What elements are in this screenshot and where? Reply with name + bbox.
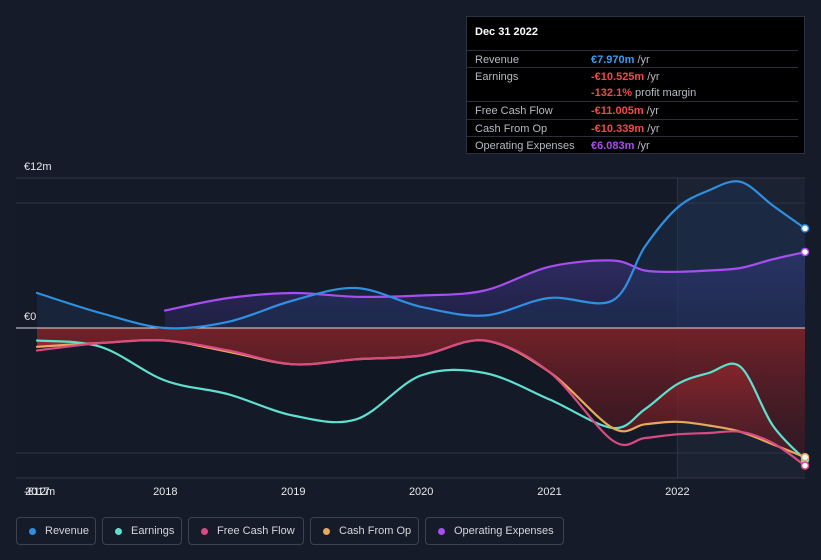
data-tooltip: Dec 31 2022 Revenue €7.970m /yr Earnings -€… [466, 16, 805, 154]
y-tick-label: €12m [24, 161, 52, 173]
free-cash-flow-end-marker [800, 461, 810, 470]
x-tick-label: 2020 [409, 486, 433, 498]
tooltip-row: Revenue €7.970m /yr [467, 50, 798, 68]
tooltip-row-value: €7.970m /yr [591, 54, 650, 66]
legend-label: Operating Expenses [454, 525, 554, 537]
tooltip-row-label: Free Cash Flow [475, 105, 553, 117]
cash-from-op-area [37, 328, 805, 458]
tooltip-row-unit: /yr [647, 71, 660, 83]
tooltip-row-unit: /yr [647, 123, 660, 135]
operating-expenses-end-marker [800, 247, 810, 257]
tooltip-row-label: Revenue [475, 54, 520, 66]
y-tick-label: €0 [24, 311, 36, 323]
x-tick-label: 2021 [537, 486, 561, 498]
legend-dot-icon [29, 528, 36, 535]
tooltip-row-value: -€11.005m /yr [591, 105, 659, 117]
x-tick-label: 2017 [25, 486, 49, 498]
legend-item-revenue[interactable]: Revenue [16, 517, 96, 545]
earnings-area [37, 328, 805, 460]
tooltip-row-unit: /yr [637, 54, 650, 66]
legend-label: Revenue [45, 525, 90, 537]
tooltip-row: Earnings -€10.525m /yr [467, 67, 798, 85]
tooltip-row-label: Operating Expenses [475, 140, 575, 152]
revenue-area [37, 181, 805, 329]
x-tick-label: 2018 [153, 486, 177, 498]
legend-label: Free Cash Flow [217, 525, 295, 537]
legend-dot-icon [438, 528, 445, 535]
tooltip-row-unit: profit margin [635, 87, 697, 99]
y-tick-label: -€12m [24, 486, 55, 498]
tooltip-row-unit: /yr [646, 105, 659, 117]
legend-item-cash-from-op[interactable]: Cash From Op [310, 517, 419, 545]
tooltip-row-value: -132.1% profit margin [591, 87, 697, 99]
tooltip-row-unit: /yr [637, 140, 650, 152]
revenue-line [35, 180, 807, 330]
legend-dot-icon [323, 528, 330, 535]
tooltip-row: -132.1% profit margin [467, 84, 798, 101]
tooltip-row: Cash From Op -€10.339m /yr [467, 119, 798, 137]
operating-expenses-line [163, 250, 807, 312]
tooltip-row-label: Cash From Op [475, 123, 548, 135]
earnings-line [35, 339, 807, 461]
legend-item-earnings[interactable]: Earnings [102, 517, 182, 545]
x-tick-label: 2019 [281, 486, 305, 498]
tooltip-row-value: -€10.339m /yr [591, 123, 660, 135]
legend-dot-icon [201, 528, 208, 535]
tooltip-row: Free Cash Flow -€11.005m /yr [467, 101, 798, 119]
cash-from-op-end-marker [800, 452, 810, 462]
legend-label: Earnings [131, 525, 175, 537]
tooltip-row-value: -€10.525m /yr [591, 71, 660, 83]
legend-dot-icon [115, 528, 122, 535]
x-tick-label: 2022 [665, 486, 689, 498]
tooltip-row-value: €6.083m /yr [591, 140, 650, 152]
tooltip-date: Dec 31 2022 [475, 26, 538, 38]
legend-item-operating-expenses[interactable]: Operating Expenses [425, 517, 564, 545]
revenue-end-marker [800, 224, 810, 233]
tooltip-row: Operating Expenses €6.083m /yr [467, 136, 798, 154]
legend-item-free-cash-flow[interactable]: Free Cash Flow [188, 517, 304, 545]
free-cash-flow-line [35, 339, 807, 467]
legend-label: Cash From Op [339, 525, 412, 537]
tooltip-row-label: Earnings [475, 71, 519, 83]
